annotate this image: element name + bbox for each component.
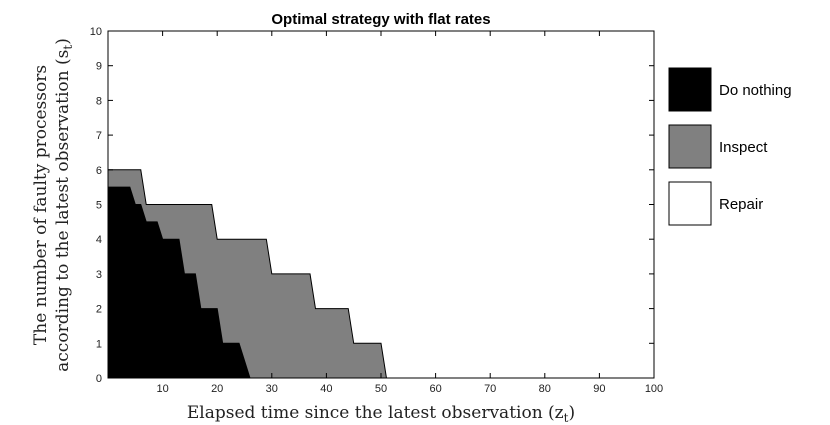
chart-title: Optimal strategy with flat rates <box>271 11 490 28</box>
y-axis-label-line1: The number of faulty processors <box>31 65 51 345</box>
x-tick-label: 60 <box>429 383 441 395</box>
y-tick-label: 9 <box>96 61 102 73</box>
y-tick-label: 10 <box>90 26 102 38</box>
x-tick-label: 10 <box>156 383 168 395</box>
x-tick-label: 50 <box>375 383 387 395</box>
x-tick-label: 70 <box>484 383 496 395</box>
y-tick-label: 7 <box>96 130 102 142</box>
legend-label-do-nothing: Do nothing <box>719 82 792 99</box>
x-tick-label: 30 <box>266 383 278 395</box>
x-tick-label: 80 <box>539 383 551 395</box>
x-tick-label: 20 <box>211 383 223 395</box>
x-tick-label: 90 <box>593 383 605 395</box>
legend: Do nothing Inspect Repair <box>668 67 792 226</box>
x-axis-label: Elapsed time since the latest observatio… <box>187 403 575 425</box>
plot-area: 10 20 30 40 50 60 70 80 90 100 0 1 2 3 4 5 6 7 8 9 10 <box>90 26 663 395</box>
legend-label-inspect: Inspect <box>719 139 768 156</box>
y-tick-label: 6 <box>96 165 102 177</box>
y-axis-label: The number of faulty processors accordin… <box>31 38 75 372</box>
x-tick-label: 40 <box>320 383 332 395</box>
y-axis-label-line2: according to the latest observation (st) <box>53 38 75 372</box>
y-tick-label: 2 <box>96 304 102 316</box>
y-tick-label: 5 <box>96 200 102 212</box>
y-tick-label: 0 <box>96 373 102 385</box>
x-tick-label: 100 <box>645 383 663 395</box>
y-tick-label: 4 <box>96 234 102 246</box>
region-do-nothing <box>107 186 251 379</box>
y-tick-label: 3 <box>96 269 102 281</box>
y-tick-label: 1 <box>96 338 102 350</box>
legend-swatch-do-nothing <box>668 67 712 112</box>
legend-label-repair: Repair <box>719 196 763 213</box>
legend-swatch-inspect <box>668 124 712 169</box>
y-tick-label: 8 <box>96 95 102 107</box>
legend-swatch-repair <box>668 181 712 226</box>
